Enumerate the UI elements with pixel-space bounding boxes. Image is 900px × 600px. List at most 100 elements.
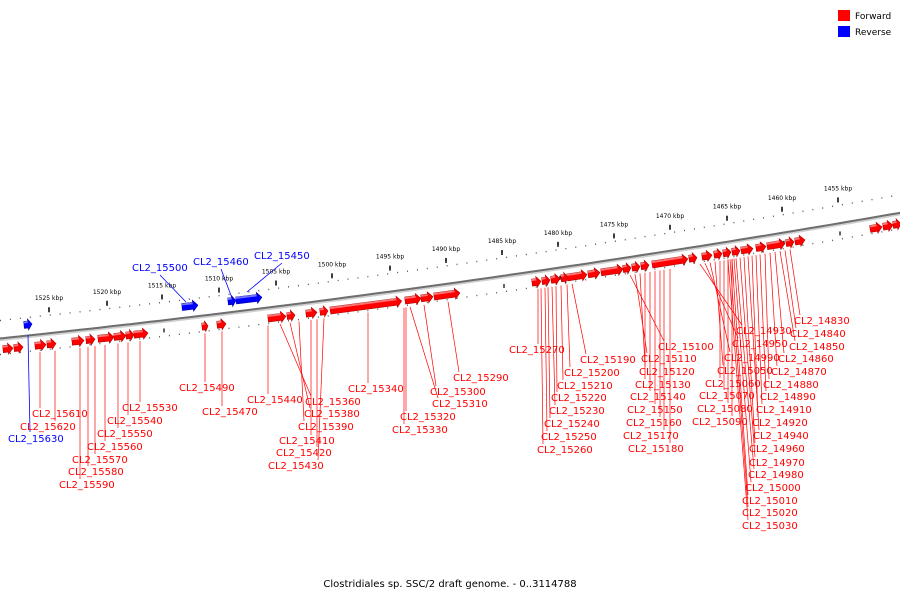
- forward-gene-label[interactable]: CL2_14920: [752, 418, 808, 429]
- forward-gene-label[interactable]: CL2_14850: [789, 342, 845, 353]
- forward-gene-arrow[interactable]: [651, 253, 689, 270]
- forward-gene-label[interactable]: CL2_15010: [742, 496, 798, 507]
- forward-gene-label[interactable]: CL2_15160: [626, 418, 682, 429]
- forward-gene-label[interactable]: CL2_15090: [692, 417, 748, 428]
- reverse-gene-label[interactable]: CL2_15450: [254, 251, 310, 262]
- forward-gene-label[interactable]: CL2_14860: [778, 354, 834, 365]
- forward-gene-label[interactable]: CL2_15150: [627, 405, 683, 416]
- reverse-gene-arrow[interactable]: [23, 318, 33, 331]
- forward-gene-arrow[interactable]: [2, 342, 14, 355]
- forward-gene-label[interactable]: CL2_15570: [72, 455, 128, 466]
- forward-gene-label[interactable]: CL2_15050: [717, 366, 773, 377]
- forward-gene-label[interactable]: CL2_15020: [742, 508, 798, 519]
- forward-gene-label[interactable]: CL2_15270: [509, 345, 565, 356]
- forward-gene-label[interactable]: CL2_15580: [68, 467, 124, 478]
- forward-gene-label[interactable]: CL2_15250: [541, 432, 597, 443]
- forward-gene-arrow[interactable]: [133, 327, 149, 341]
- reverse-gene-label[interactable]: CL2_15500: [132, 263, 188, 274]
- forward-gene-label[interactable]: CL2_15340: [348, 384, 404, 395]
- forward-gene-label[interactable]: CL2_15240: [544, 419, 600, 430]
- forward-gene-arrow[interactable]: [201, 320, 209, 332]
- forward-gene-label[interactable]: CL2_14890: [760, 392, 816, 403]
- forward-gene-arrow[interactable]: [882, 219, 894, 233]
- forward-gene-label[interactable]: CL2_14940: [753, 431, 809, 442]
- forward-gene-label[interactable]: CL2_15070: [699, 391, 755, 402]
- forward-gene-label[interactable]: CL2_15530: [122, 403, 178, 414]
- forward-gene-label[interactable]: CL2_15290: [453, 373, 509, 384]
- forward-gene-label[interactable]: CL2_14930: [736, 326, 792, 337]
- forward-gene-label[interactable]: CL2_15210: [557, 381, 613, 392]
- forward-gene-label[interactable]: CL2_15320: [400, 412, 456, 423]
- forward-gene-label[interactable]: CL2_14960: [749, 444, 805, 455]
- forward-gene-label[interactable]: CL2_15080: [697, 404, 753, 415]
- forward-gene-label[interactable]: CL2_15620: [20, 422, 76, 433]
- forward-gene-arrow[interactable]: [531, 275, 542, 289]
- forward-gene-arrow[interactable]: [722, 246, 732, 260]
- forward-gene-label[interactable]: CL2_15030: [742, 521, 798, 532]
- forward-gene-label[interactable]: CL2_15130: [635, 380, 691, 391]
- forward-gene-label[interactable]: CL2_14950: [732, 339, 788, 350]
- forward-gene-arrow[interactable]: [404, 292, 422, 306]
- forward-gene-label[interactable]: CL2_15310: [432, 399, 488, 410]
- forward-gene-label[interactable]: CL2_15410: [279, 436, 335, 447]
- forward-gene-arrow[interactable]: [550, 272, 561, 286]
- forward-gene-label[interactable]: CL2_15440: [247, 395, 303, 406]
- forward-gene-label[interactable]: CL2_15540: [107, 416, 163, 427]
- forward-gene-label[interactable]: CL2_14830: [794, 316, 850, 327]
- forward-gene-arrow[interactable]: [713, 247, 723, 261]
- forward-gene-label[interactable]: CL2_15610: [32, 409, 88, 420]
- forward-gene-arrow[interactable]: [631, 260, 641, 274]
- forward-gene-arrow[interactable]: [794, 234, 806, 248]
- forward-gene-label[interactable]: CL2_15330: [392, 425, 448, 436]
- forward-gene-arrow[interactable]: [34, 338, 47, 352]
- forward-gene-arrow[interactable]: [640, 259, 650, 273]
- forward-gene-label[interactable]: CL2_15110: [641, 354, 697, 365]
- forward-gene-label[interactable]: CL2_15000: [745, 483, 801, 494]
- forward-gene-label[interactable]: CL2_15420: [276, 448, 332, 459]
- forward-gene-label[interactable]: CL2_15220: [551, 393, 607, 404]
- forward-gene-label[interactable]: CL2_14980: [748, 470, 804, 481]
- forward-gene-label[interactable]: CL2_15550: [97, 429, 153, 440]
- forward-gene-label[interactable]: CL2_15180: [628, 444, 684, 455]
- forward-gene-label[interactable]: CL2_15170: [623, 431, 679, 442]
- forward-gene-arrow[interactable]: [892, 218, 900, 231]
- forward-gene-label[interactable]: CL2_14970: [749, 458, 805, 469]
- forward-gene-arrow[interactable]: [766, 237, 786, 252]
- forward-gene-arrow[interactable]: [731, 244, 741, 258]
- forward-gene-label[interactable]: CL2_15430: [268, 461, 324, 472]
- forward-gene-arrow[interactable]: [329, 295, 403, 316]
- forward-gene-label[interactable]: CL2_14870: [771, 367, 827, 378]
- reverse-gene-arrow[interactable]: [235, 291, 263, 306]
- forward-gene-arrow[interactable]: [113, 329, 127, 343]
- reverse-gene-arrow[interactable]: [181, 299, 199, 313]
- forward-gene-arrow[interactable]: [125, 328, 135, 342]
- forward-gene-arrow[interactable]: [541, 274, 551, 287]
- forward-gene-label[interactable]: CL2_15190: [580, 355, 636, 366]
- forward-gene-label[interactable]: CL2_14880: [763, 380, 819, 391]
- forward-gene-arrow[interactable]: [97, 331, 115, 345]
- forward-gene-arrow[interactable]: [688, 251, 698, 265]
- forward-gene-label[interactable]: CL2_15560: [87, 442, 143, 453]
- forward-gene-arrow[interactable]: [85, 333, 96, 346]
- forward-gene-label[interactable]: CL2_15100: [658, 342, 714, 353]
- forward-gene-label[interactable]: CL2_14840: [790, 329, 846, 340]
- forward-gene-arrow[interactable]: [433, 287, 461, 302]
- forward-gene-arrow[interactable]: [560, 271, 569, 285]
- forward-gene-arrow[interactable]: [267, 310, 287, 324]
- forward-gene-arrow[interactable]: [46, 337, 57, 351]
- forward-gene-label[interactable]: CL2_15590: [59, 480, 115, 491]
- forward-gene-label[interactable]: CL2_15060: [705, 379, 761, 390]
- forward-gene-label[interactable]: CL2_15140: [630, 392, 686, 403]
- forward-gene-label[interactable]: CL2_15120: [639, 367, 695, 378]
- forward-gene-label[interactable]: CL2_14910: [756, 405, 812, 416]
- forward-gene-label[interactable]: CL2_15260: [537, 445, 593, 456]
- forward-gene-label[interactable]: CL2_15300: [430, 387, 486, 398]
- forward-gene-arrow[interactable]: [286, 309, 296, 323]
- forward-gene-arrow[interactable]: [740, 243, 754, 256]
- forward-gene-arrow[interactable]: [420, 291, 434, 304]
- forward-gene-arrow[interactable]: [319, 305, 329, 318]
- forward-gene-label[interactable]: CL2_15390: [298, 422, 354, 433]
- forward-gene-label[interactable]: CL2_15380: [304, 409, 360, 420]
- forward-gene-arrow[interactable]: [869, 221, 883, 234]
- reverse-gene-label[interactable]: CL2_15630: [8, 434, 64, 445]
